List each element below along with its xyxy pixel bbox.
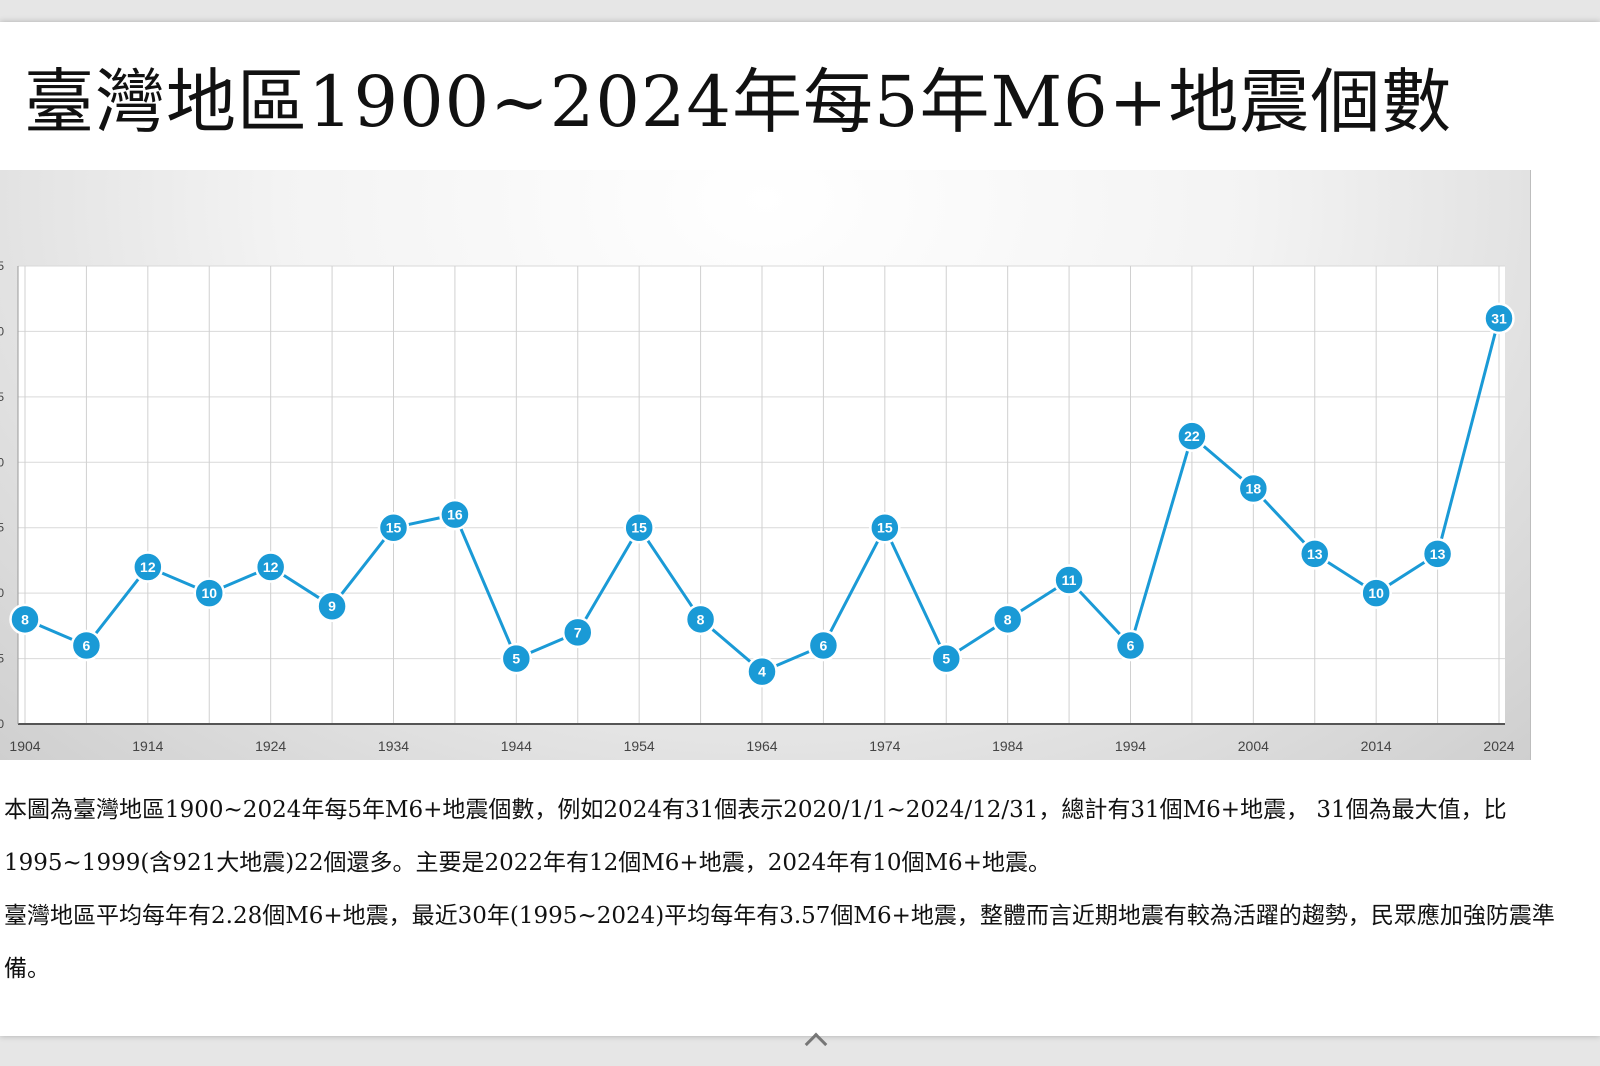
- y-tick-label: 10: [0, 586, 4, 600]
- data-label: 10: [201, 585, 217, 601]
- y-tick-label: 20: [0, 455, 4, 469]
- x-tick-label: 1934: [378, 738, 409, 754]
- data-label: 8: [697, 611, 705, 627]
- data-label: 7: [574, 624, 582, 640]
- data-point: [1053, 564, 1085, 596]
- line-chart: 05101520253035 1904191419241934194419541…: [0, 259, 1515, 754]
- data-points: 8 6 12 10 12 9 15 16 5 7 15 8 4 6 15 5 8 11 6 22 18 13 10 13 31: [9, 302, 1515, 688]
- data-point: [1114, 629, 1147, 662]
- x-tick-label: 2014: [1361, 738, 1392, 754]
- data-point: [132, 551, 164, 583]
- data-point: [807, 629, 840, 662]
- x-tick-label: 2024: [1483, 738, 1514, 754]
- y-tick-label: 30: [0, 324, 4, 338]
- data-label: 6: [83, 637, 91, 653]
- data-point: [1237, 472, 1270, 505]
- data-point: [377, 511, 410, 544]
- data-label: 8: [1004, 611, 1012, 627]
- y-tick-label: 0: [0, 717, 4, 731]
- data-point: [746, 655, 778, 688]
- data-label: 10: [1368, 585, 1384, 601]
- data-label: 31: [1491, 310, 1507, 326]
- data-label: 9: [328, 598, 336, 614]
- data-point: [500, 642, 533, 675]
- y-tick-labels: 0 5 10 15 20 25 30 35: [0, 259, 4, 731]
- data-point: [1483, 302, 1515, 335]
- data-point: [439, 498, 471, 531]
- data-point: [193, 577, 225, 609]
- x-tick-label: 1984: [992, 738, 1023, 754]
- description: 本圖為臺灣地區1900~2024年每5年M6+地震個數，例如2024有31個表示…: [4, 784, 1596, 996]
- data-label: 12: [263, 559, 279, 575]
- data-point: [1360, 577, 1392, 609]
- y-tick-label: 5: [0, 652, 4, 666]
- chart-grid: [17, 265, 1505, 725]
- data-point: [254, 551, 287, 583]
- data-point: [562, 616, 594, 649]
- y-tick-label: 35: [0, 259, 4, 273]
- data-point: [869, 511, 901, 544]
- data-label: 15: [877, 520, 893, 536]
- data-point: [1176, 420, 1208, 452]
- data-label: 15: [386, 520, 402, 536]
- description-paragraph-1: 本圖為臺灣地區1900~2024年每5年M6+地震個數，例如2024有31個表示…: [4, 797, 1507, 876]
- page-title: 臺灣地區1900~2024年每5年M6+地震個數: [24, 61, 1453, 143]
- chevron-up-icon: [804, 1032, 828, 1056]
- data-label: 15: [631, 520, 647, 536]
- data-label: 8: [21, 611, 29, 627]
- y-tick-label: 25: [0, 390, 4, 404]
- data-point: [991, 603, 1024, 636]
- x-tick-label: 1974: [869, 738, 900, 754]
- data-point: [70, 629, 103, 662]
- data-point: [930, 642, 962, 675]
- data-point: [623, 511, 655, 544]
- description-paragraph-2: 臺灣地區平均每年有2.28個M6+地震，最近30年(1995~2024)平均每年…: [4, 903, 1555, 982]
- x-tick-label: 2004: [1238, 738, 1269, 754]
- data-point: [316, 590, 348, 622]
- data-point: [1299, 538, 1331, 570]
- data-label: 5: [512, 651, 520, 667]
- data-label: 22: [1184, 428, 1200, 444]
- data-label: 6: [820, 637, 828, 653]
- x-tick-label: 1924: [255, 738, 286, 754]
- data-label: 18: [1246, 480, 1262, 496]
- data-label: 13: [1307, 546, 1323, 562]
- data-point: [684, 603, 717, 636]
- data-label: 4: [758, 664, 766, 680]
- x-tick-labels: 1904 1914 1924 1934 1944 1954 1964 1974 1984 1994…: [9, 738, 1514, 754]
- x-tick-label: 1994: [1115, 738, 1146, 754]
- chart-panel: 05101520253035 1904191419241934194419541…: [0, 170, 1531, 760]
- x-tick-label: 1904: [9, 738, 40, 754]
- data-label: 11: [1062, 572, 1077, 588]
- x-tick-label: 1954: [624, 738, 655, 754]
- slide: 臺灣地區1900~2024年每5年M6+地震個數 05101520253035 …: [0, 22, 1600, 1036]
- data-label: 5: [942, 651, 950, 667]
- data-label: 13: [1430, 546, 1446, 562]
- data-label: 6: [1127, 637, 1135, 653]
- x-tick-label: 1914: [132, 738, 163, 754]
- data-label: 16: [447, 507, 463, 523]
- data-label: 12: [140, 559, 156, 575]
- data-point: [1421, 538, 1454, 570]
- x-tick-label: 1964: [746, 738, 777, 754]
- data-point: [9, 603, 41, 636]
- y-tick-label: 15: [0, 521, 4, 535]
- x-tick-label: 1944: [501, 738, 532, 754]
